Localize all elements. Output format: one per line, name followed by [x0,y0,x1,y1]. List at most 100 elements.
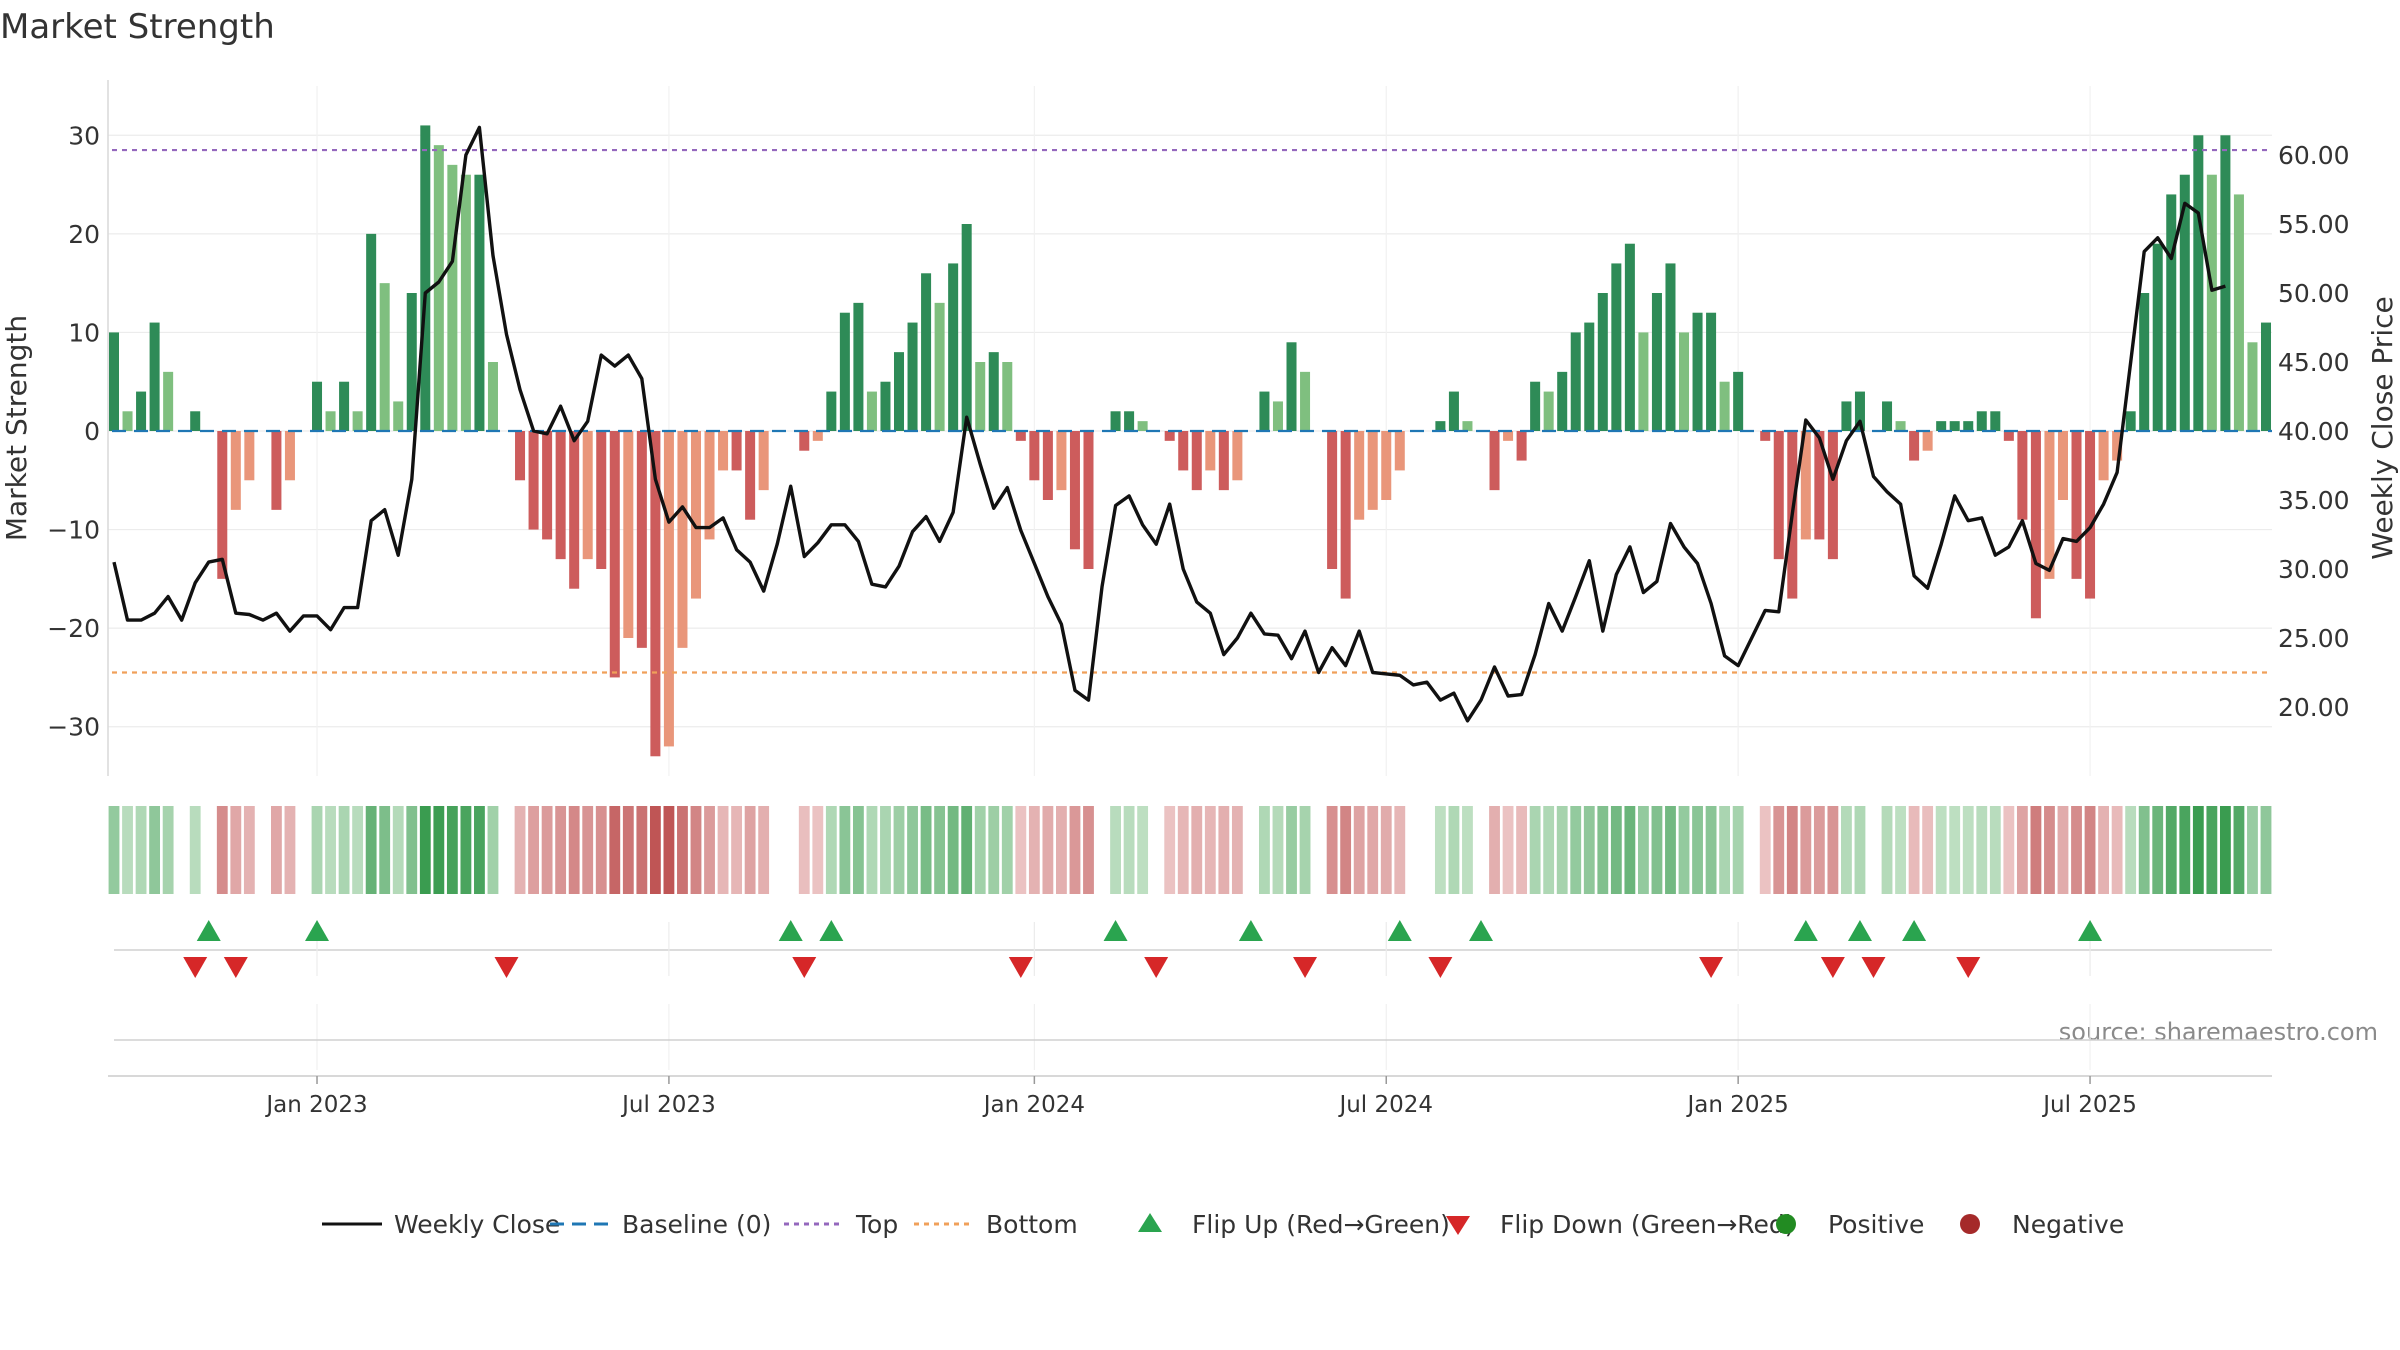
heat-cell [1556,806,1568,894]
strength-bar [163,371,174,431]
x-axis: Jan 2023 Jul 2023 Jan 2024 Jul 2024 Jan 2025… [108,1075,2272,1118]
heat-cell [1543,806,1555,894]
legend-label: Weekly Close [394,1210,560,1239]
heat-cell [1394,806,1406,894]
legend-label: Flip Up (Red→Green) [1192,1210,1450,1239]
y-right-tick-label: 35.00 [2278,486,2350,515]
strength-bar [609,431,620,678]
heat-cell [880,806,891,894]
heat-cell [2165,806,2177,894]
strength-bar [1530,381,1541,431]
flip-down-marker [494,957,519,978]
strength-bar [907,322,918,431]
strength-bar [1462,421,1473,431]
strength-bar [1516,431,1527,461]
heat-cell [934,806,946,894]
heat-cell [1881,806,1893,894]
strength-bar [1936,421,1947,431]
heat-cell [1286,806,1297,894]
heat-cell [866,806,878,894]
strength-bar [1489,431,1500,491]
heat-cell [1489,806,1500,894]
heat-cell [595,806,607,894]
y-left-tick-label: 30 [68,121,100,150]
strength-bar [596,431,607,569]
heat-cell [852,806,864,894]
strength-bar [880,381,891,431]
strength-bar [2030,431,2041,619]
heat-cell [1056,806,1067,894]
heat-cell [311,806,323,894]
heat-cell [1705,806,1717,894]
strength-bar [1814,431,1825,540]
flip-markers [114,920,2272,1070]
strength-bar [447,164,458,431]
legend-label: Negative [2012,1210,2124,1239]
heat-cell [528,806,539,894]
heat-cell [1678,806,1690,894]
heat-cell [2179,806,2191,894]
x-tick-label: Jul 2025 [2041,1092,2137,1118]
heat-cell [1922,806,1934,894]
strength-bar [1949,421,1960,431]
strength-bar [2220,135,2231,432]
heat-cell [284,806,296,894]
heat-cell [1800,806,1812,894]
heat-cell [2003,806,2015,894]
strength-bar [1015,431,1026,441]
flip-up-marker [1387,920,1412,941]
heat-cell [1028,806,1040,894]
heat-cell [230,806,242,894]
strength-bar [1854,391,1865,431]
flip-up-marker [1793,920,1818,941]
strength-bar [1841,401,1852,431]
strength-bar [1976,411,1987,431]
heat-cell [1570,806,1582,894]
flip-down-marker [1144,957,1169,978]
y-left-tick-label: 20 [68,220,100,249]
heat-cell [649,806,661,894]
legend-label: Bottom [986,1210,1078,1239]
strength-bar [2071,431,2082,579]
strength-bar [893,352,905,431]
strength-bar [1286,342,1297,431]
strength-bar [2179,174,2190,431]
heat-cell [555,806,567,894]
strength-bar [230,431,241,510]
heat-cell [2084,806,2096,894]
strength-bar [366,233,377,431]
heat-cell [1299,806,1311,894]
heat-cell [568,806,580,894]
legend-item: Top [784,1210,898,1239]
strength-bar [2003,431,2014,441]
heat-cell [1719,806,1731,894]
strength-bar [1083,431,1094,569]
flip-up-marker [1902,920,1927,941]
legend-label: Positive [1828,1210,1924,1239]
heat-cell [1962,806,1974,894]
y-left-tick-label: −10 [47,516,100,545]
strength-bar [1570,332,1581,431]
heat-cell [582,806,594,894]
x-tick-label: Jul 2023 [620,1092,716,1118]
heat-cell [1110,806,1121,894]
axis-ticks: 30 20 10 0 −10 −20 −30 60.00 55.00 50.00 45.00 40.0… [47,80,2350,776]
strength-bar [2057,431,2068,500]
strength-bar [582,431,593,560]
strength-bar [542,431,553,540]
heat-cell [2192,806,2204,894]
strength-bar [1679,332,1690,431]
heat-cell [1015,806,1027,894]
heat-cell [243,806,255,894]
strength-bar [2044,431,2055,579]
strength-bar [650,431,661,757]
heat-cell [1976,806,1988,894]
strength-bar [921,273,932,431]
strength-bar [460,174,471,431]
heat-cell [1895,806,1906,894]
strength-heat-strip [108,806,2272,894]
heat-cell [1367,806,1379,894]
strength-bar [2193,135,2204,432]
strength-bar [1624,243,1635,431]
